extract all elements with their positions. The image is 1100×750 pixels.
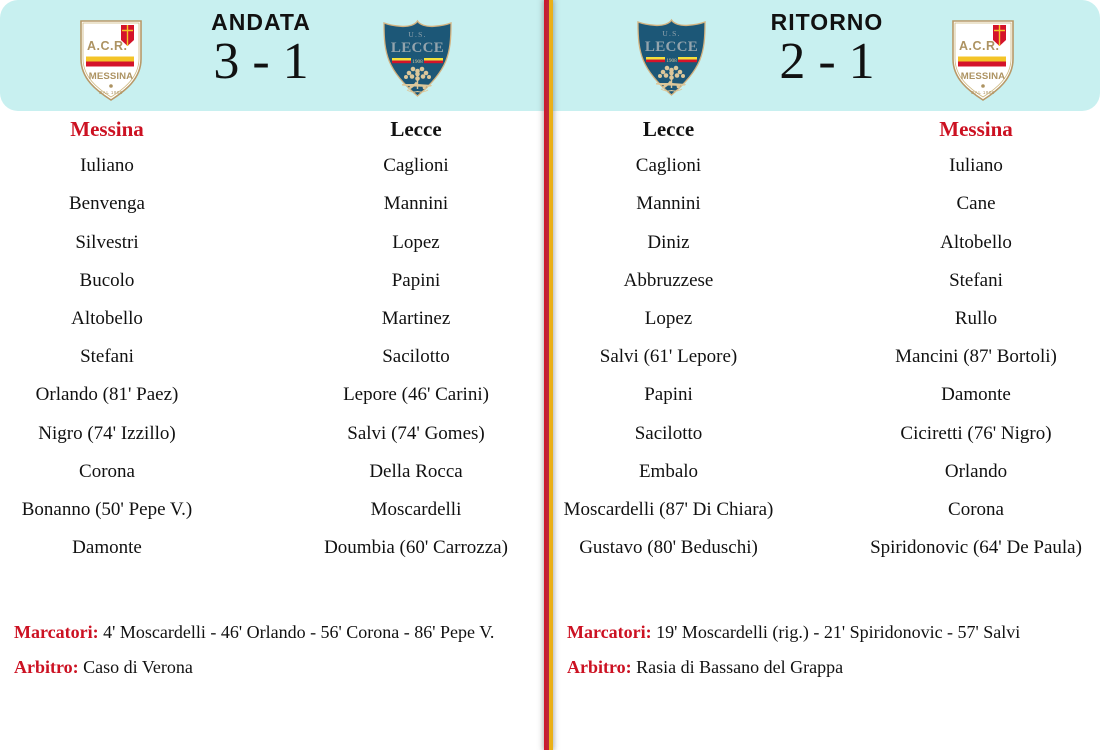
svg-text:U.S.: U.S. xyxy=(408,30,426,39)
svg-text:A.C.R.: A.C.R. xyxy=(959,39,1000,53)
svg-text:DAL 1900: DAL 1900 xyxy=(971,90,995,95)
svg-text:MESSINA: MESSINA xyxy=(961,71,1005,82)
svg-text:LECCE: LECCE xyxy=(391,40,444,56)
svg-text:1908: 1908 xyxy=(412,59,423,65)
svg-text:DAL 1900: DAL 1900 xyxy=(99,90,123,95)
svg-text:MESSINA: MESSINA xyxy=(89,71,133,82)
svg-text:LECCE: LECCE xyxy=(645,39,698,55)
svg-text:A.C.R.: A.C.R. xyxy=(87,39,128,53)
svg-text:U.S.: U.S. xyxy=(662,29,680,38)
svg-text:1908: 1908 xyxy=(666,58,677,64)
